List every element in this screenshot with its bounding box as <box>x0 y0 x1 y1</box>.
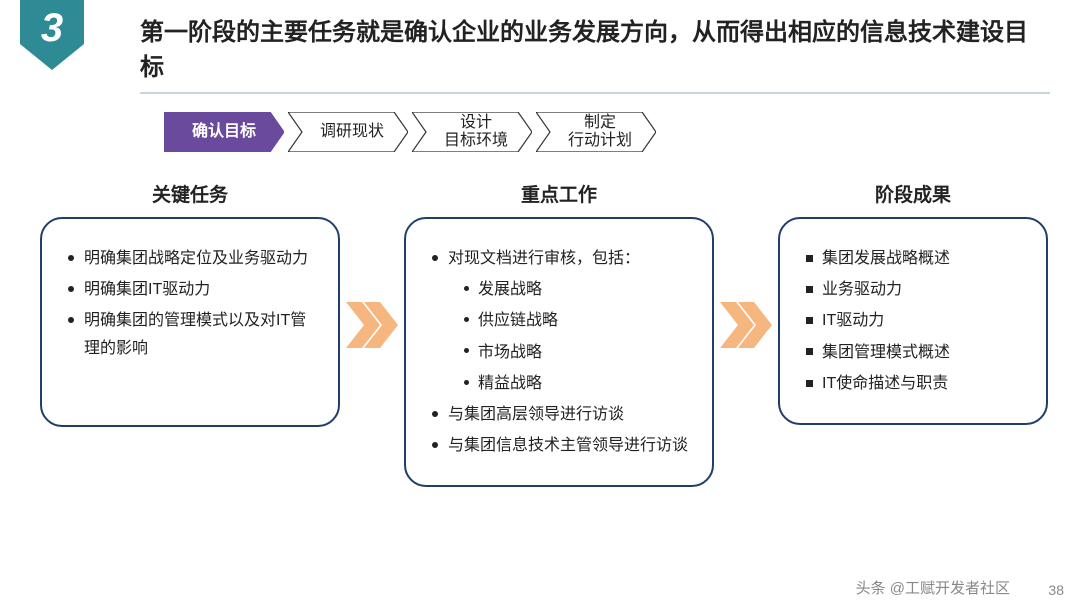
column-heading: 阶段成果 <box>875 180 951 207</box>
column-focus-work: 重点工作 对现文档进行审核，包括：发展战略供应链战略市场战略精益战略与集团高层领… <box>404 180 714 487</box>
process-step: 确认目标 <box>164 112 284 152</box>
step-label: 制定 行动计划 <box>536 112 656 152</box>
column-deliverables: 阶段成果 集团发展战略概述业务驱动力 IT驱动力集团管理模式概述 IT使命描述与职责 <box>778 180 1048 425</box>
list-item: 集团发展战略概述 <box>800 245 1026 272</box>
list-item: 与集团信息技术主管领导进行访谈 <box>426 432 692 459</box>
columns-row: 关键任务 明确集团战略定位及业务驱动力明确集团IT驱动力明确集团的管理模式以及对… <box>40 180 1058 487</box>
list-sub-item: 发展战略 <box>458 276 692 303</box>
column-heading: 重点工作 <box>521 180 597 207</box>
process-step: 制定 行动计划 <box>536 112 656 152</box>
step-label: 确认目标 <box>164 112 284 152</box>
card: 明确集团战略定位及业务驱动力明确集团IT驱动力明确集团的管理模式以及对IT管理的… <box>40 217 340 427</box>
card: 集团发展战略概述业务驱动力 IT驱动力集团管理模式概述 IT使命描述与职责 <box>778 217 1048 425</box>
column-key-tasks: 关键任务 明确集团战略定位及业务驱动力明确集团IT驱动力明确集团的管理模式以及对… <box>40 180 340 427</box>
step-label: 调研现状 <box>288 112 408 152</box>
list-item: 明确集团的管理模式以及对IT管理的影响 <box>62 307 318 361</box>
slide-root: 3 第一阶段的主要任务就是确认企业的业务发展方向，从而得出相应的信息技术建设目标… <box>0 0 1080 608</box>
list-item: 业务驱动力 <box>800 276 1026 303</box>
title-underline <box>140 92 1050 94</box>
arrow-gap <box>714 180 778 360</box>
list-sub-item: 市场战略 <box>458 339 692 366</box>
flow-arrow-icon <box>346 290 398 360</box>
card: 对现文档进行审核，包括：发展战略供应链战略市场战略精益战略与集团高层领导进行访谈… <box>404 217 714 487</box>
process-step: 调研现状 <box>288 112 408 152</box>
page-number: 38 <box>1048 582 1064 598</box>
badge-number: 3 <box>41 6 63 59</box>
list-item: 集团管理模式概述 <box>800 339 1026 366</box>
slide-title: 第一阶段的主要任务就是确认企业的业务发展方向，从而得出相应的信息技术建设目标 <box>140 16 1050 86</box>
list-item: 明确集团战略定位及业务驱动力 <box>62 245 318 272</box>
process-step: 设计 目标环境 <box>412 112 532 152</box>
column-heading: 关键任务 <box>152 180 228 207</box>
arrow-gap <box>340 180 404 360</box>
list-item: IT使命描述与职责 <box>800 370 1026 397</box>
step-label: 设计 目标环境 <box>412 112 532 152</box>
process-steps: 确认目标调研现状设计 目标环境制定 行动计划 <box>164 112 656 152</box>
list-item: 对现文档进行审核，包括：发展战略供应链战略市场战略精益战略 <box>426 245 692 397</box>
list-item: IT驱动力 <box>800 307 1026 334</box>
watermark: 头条 @工赋开发者社区 <box>856 577 1010 598</box>
list-item: 明确集团IT驱动力 <box>62 276 318 303</box>
list-sub-item: 供应链战略 <box>458 307 692 334</box>
list-item: 与集团高层领导进行访谈 <box>426 401 692 428</box>
section-number-badge: 3 <box>20 0 84 64</box>
flow-arrow-icon <box>720 290 772 360</box>
list-sub-item: 精益战略 <box>458 370 692 397</box>
